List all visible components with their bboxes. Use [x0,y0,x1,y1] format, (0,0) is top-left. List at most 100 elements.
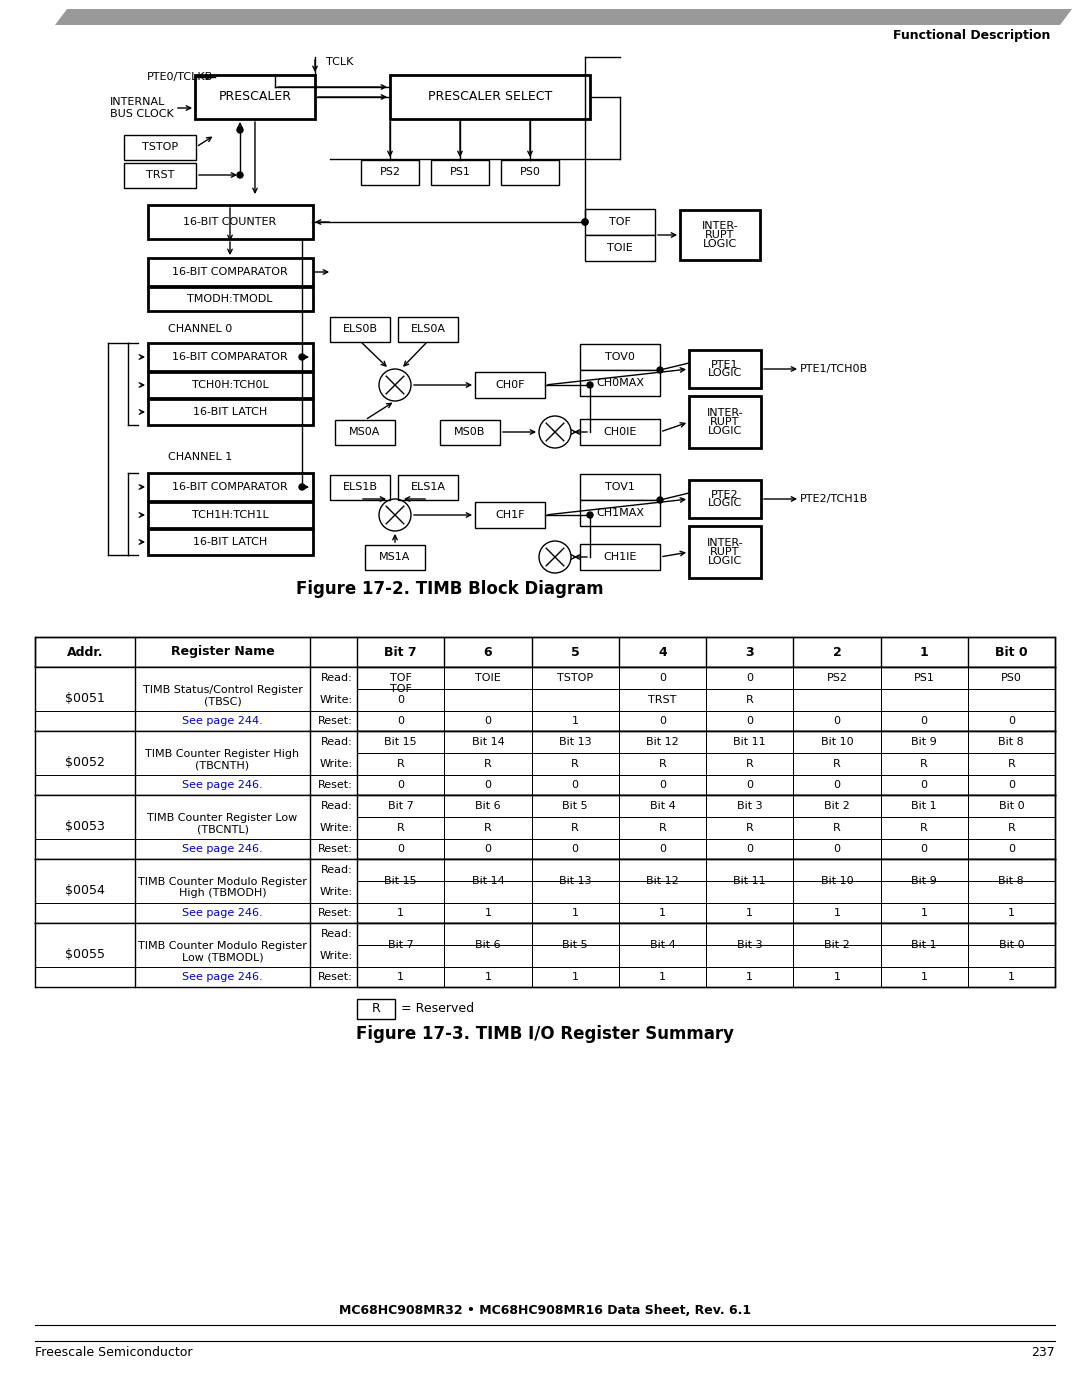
Bar [968,666,1055,689]
Bar [706,795,793,817]
Bar [357,923,444,967]
Text: R: R [746,694,754,705]
Text: 1: 1 [571,717,579,726]
Text: See page 246.: See page 246. [183,972,262,982]
Text: R: R [659,823,666,833]
Bar [444,859,531,902]
Bar [357,859,444,902]
Bar [531,753,619,775]
Bar [135,666,310,731]
Text: 16-BIT LATCH: 16-BIT LATCH [193,536,267,548]
Bar [35,637,1055,666]
Bar [124,162,195,187]
Text: LOGIC: LOGIC [707,369,742,379]
Bar [793,753,880,775]
Bar [880,859,968,902]
Text: R: R [746,759,754,768]
Bar [310,795,357,859]
Bar [580,370,660,395]
Bar [444,666,531,689]
Text: 0: 0 [834,780,840,789]
Text: 0: 0 [397,694,404,705]
Bar [35,859,135,923]
Bar [793,795,880,817]
Text: Bit 6: Bit 6 [475,940,501,950]
Text: Reset:: Reset: [319,844,353,854]
Text: CH0IE: CH0IE [604,427,637,437]
Text: TCH0H:TCH0L: TCH0H:TCH0L [191,380,268,390]
Text: 1: 1 [1008,972,1015,982]
Bar [357,731,444,753]
Text: 0: 0 [571,780,579,789]
Text: Bit 14: Bit 14 [472,876,504,886]
Circle shape [657,367,663,373]
Text: Bit 9: Bit 9 [912,876,937,886]
Text: 0: 0 [659,844,666,854]
Bar [619,689,706,711]
Text: TOF: TOF [390,673,411,683]
Bar [793,817,880,840]
Text: Bit 11: Bit 11 [733,738,766,747]
Text: LOGIC: LOGIC [707,499,742,509]
Text: Read:: Read: [321,673,353,683]
Text: 0: 0 [746,673,753,683]
Bar [357,666,444,711]
Text: PTE0/TCLKB: PTE0/TCLKB [147,73,213,82]
Bar [619,731,706,753]
Circle shape [582,219,588,225]
Text: PTE1: PTE1 [712,359,739,370]
Bar [706,666,793,689]
Text: PS0: PS0 [1001,673,1022,683]
Text: INTER-: INTER- [706,408,743,418]
Bar [968,795,1055,817]
Bar [531,817,619,840]
Text: Low (TBMODL): Low (TBMODL) [181,951,264,963]
Bar [880,753,968,775]
Text: R: R [571,823,579,833]
Text: TCLK: TCLK [326,57,353,67]
Text: Write:: Write: [320,759,353,768]
Text: CH1MAX: CH1MAX [596,509,644,518]
Bar [357,923,1055,988]
Bar [706,775,793,795]
Text: 0: 0 [834,717,840,726]
Text: BUS CLOCK: BUS CLOCK [110,109,174,119]
Bar [968,817,1055,840]
Text: Bit 7: Bit 7 [388,800,414,812]
Text: PS1: PS1 [449,168,471,177]
Bar [357,999,395,1018]
Text: TRST: TRST [648,694,676,705]
Bar [361,159,419,184]
Text: 3: 3 [745,645,754,658]
Text: See page 246.: See page 246. [183,908,262,918]
Bar [531,711,619,731]
Bar [880,902,968,923]
Bar [475,372,545,398]
Polygon shape [55,8,1072,25]
Text: 1: 1 [484,972,491,982]
Bar [444,923,531,967]
Bar [580,500,660,527]
Text: 0: 0 [1008,780,1015,789]
Text: See page 244.: See page 244. [183,717,262,726]
Bar [706,753,793,775]
Bar [475,502,545,528]
Bar [148,205,312,239]
Bar [689,527,761,578]
Bar [357,711,444,731]
Text: R: R [833,823,840,833]
Text: 0: 0 [1008,844,1015,854]
Bar [135,923,310,988]
Text: Bit 12: Bit 12 [646,738,678,747]
Text: Reset:: Reset: [319,908,353,918]
Text: Bit 0: Bit 0 [999,800,1024,812]
Bar [148,400,312,425]
Bar [444,731,531,753]
Bar [357,795,1055,859]
Text: ELS1B: ELS1B [342,482,378,492]
Text: CHANNEL 1: CHANNEL 1 [167,453,232,462]
Bar [706,711,793,731]
Bar [706,902,793,923]
Text: Bit 2: Bit 2 [824,800,850,812]
Text: 1: 1 [484,908,491,918]
